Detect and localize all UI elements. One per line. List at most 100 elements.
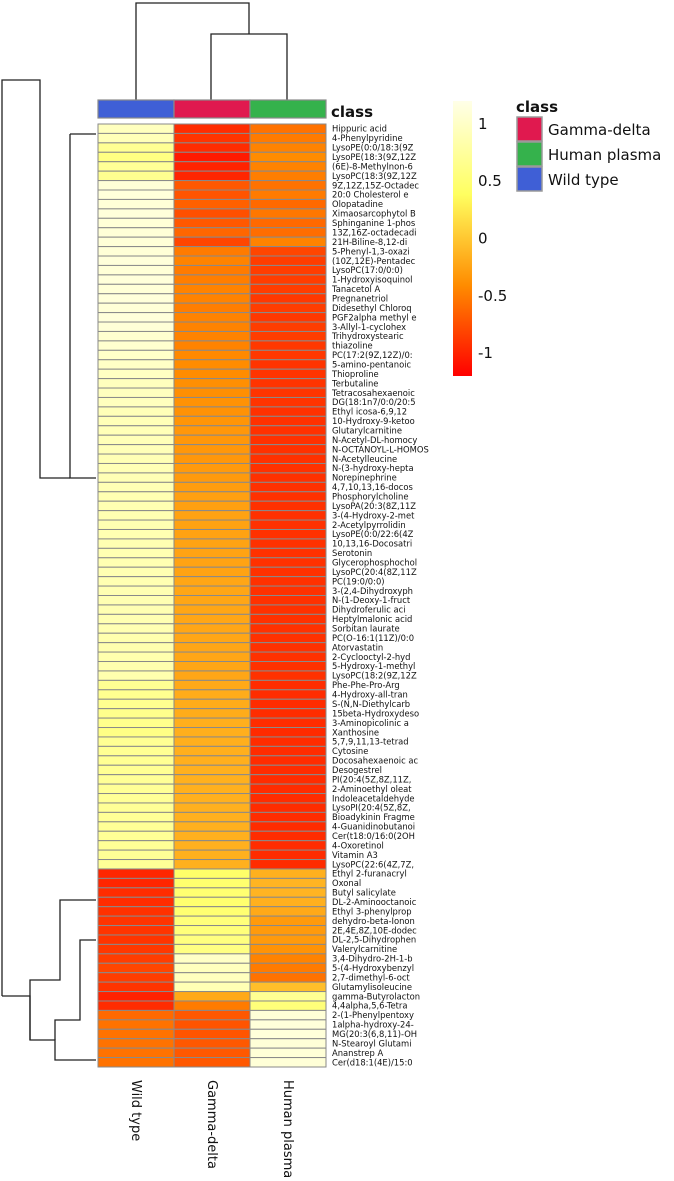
row-label: N-(3-hydroxy-hepta <box>332 463 414 473</box>
heatmap-cell <box>97 1000 175 1011</box>
row-label: 4,7,10,13,16-docos <box>332 482 413 492</box>
heatmap-cell <box>249 925 327 936</box>
heatmap-cell <box>249 1028 327 1040</box>
row-label: Tetracosahexaenoic <box>331 388 415 398</box>
heatmap-cell <box>97 849 175 861</box>
heatmap-cell <box>173 991 251 1002</box>
heatmap-cell <box>249 1009 327 1021</box>
row-label: LysoPA(20:3(8Z,11Z <box>332 501 416 511</box>
heatmap-cell <box>249 302 327 314</box>
heatmap-cell <box>97 755 175 766</box>
color-scale-bar <box>453 101 472 376</box>
heatmap-cell <box>249 981 327 993</box>
row-label: DG(18:1n7/0:0/20:5 <box>332 397 416 407</box>
heatmap-cell <box>173 132 251 144</box>
heatmap-cell <box>249 481 327 493</box>
heatmap-cell <box>97 708 175 719</box>
heatmap-cell <box>249 330 327 342</box>
row-label: Glycerophosphochol <box>332 558 417 568</box>
heatmap-cell <box>173 811 251 823</box>
row-label: 5-Hydroxy-1-methyl <box>332 661 415 671</box>
heatmap-cell <box>97 302 175 314</box>
heatmap-cell <box>249 1000 327 1011</box>
heatmap-cell <box>249 519 327 530</box>
heatmap-cell <box>173 387 251 398</box>
class-legend-label: Human plasma <box>548 146 661 164</box>
heatmap-cell <box>173 632 251 644</box>
row-label: Vitamin A3 <box>332 850 378 860</box>
heatmap-cell <box>173 236 251 248</box>
heatmap-cell <box>97 246 175 257</box>
heatmap-cell <box>173 462 251 474</box>
heatmap-cell <box>173 217 251 229</box>
heatmap-cell <box>173 312 251 323</box>
heatmap-cell <box>97 434 175 446</box>
heatmap-cell <box>249 378 327 389</box>
heatmap-cell <box>173 774 251 785</box>
heatmap-cell <box>97 953 175 964</box>
heatmap-cell <box>249 396 327 408</box>
annotation-cell-1 <box>173 99 251 119</box>
heatmap-cell <box>173 425 251 436</box>
heatmap-cell <box>249 293 327 304</box>
heatmap-cell <box>97 698 175 710</box>
heatmap-cell <box>97 189 175 200</box>
heatmap-cell <box>249 528 327 540</box>
color-scale-tick-label: 0.5 <box>478 172 502 190</box>
heatmap-cell <box>173 943 251 955</box>
heatmap-cell <box>173 321 251 332</box>
heatmap-cell <box>249 123 327 134</box>
row-label: 3,4-Dihydro-2H-1-b <box>332 954 413 964</box>
heatmap-cell <box>173 736 251 747</box>
row-label: 10,13,16-Docosatri <box>332 539 412 549</box>
row-label: 21H-Biline-8,12-di <box>332 237 407 247</box>
row-label: Pregnanetriol <box>332 293 388 303</box>
heatmap-cell <box>97 972 175 983</box>
heatmap-cell <box>249 500 327 512</box>
heatmap-cell <box>97 368 175 380</box>
heatmap-cell <box>249 283 327 295</box>
heatmap-cell <box>97 123 175 134</box>
row-label: 9Z,12Z,15Z-Octadec <box>332 180 419 190</box>
heatmap-cell <box>249 236 327 248</box>
class-legend-swatch <box>516 141 543 167</box>
heatmap-cell <box>173 330 251 342</box>
row-label: N-(1-Deoxy-1-fruct <box>332 595 411 605</box>
heatmap-cell <box>173 934 251 945</box>
row-label: Tanacetol A <box>331 284 380 294</box>
row-label: N-Stearoyl Glutami <box>332 1038 412 1048</box>
color-scale-tick-label: 1 <box>478 115 488 133</box>
heatmap-cell <box>173 1019 251 1030</box>
row-label: 1alpha-hydroxy-24- <box>332 1020 414 1030</box>
row-label: Sorbitan laurate <box>332 624 400 634</box>
heatmap-cell <box>173 255 251 266</box>
heatmap-cell <box>249 821 327 832</box>
heatmap-cell <box>97 161 175 172</box>
heatmap-cell <box>249 312 327 323</box>
heatmap-cell <box>97 547 175 559</box>
row-label: Ethyl 3-phenylprop <box>332 906 412 916</box>
heatmap-cell <box>249 406 327 417</box>
row-label: 2-Aminoethyl oleat <box>332 784 412 794</box>
heatmap-cell <box>97 396 175 408</box>
heatmap-cell <box>173 859 251 870</box>
heatmap-cell <box>97 642 175 653</box>
heatmap-cell <box>249 915 327 927</box>
heatmap-cell <box>97 1009 175 1021</box>
heatmap-cell <box>173 698 251 710</box>
heatmap-cell <box>249 472 327 483</box>
row-label: LysoPC(18:3(9Z,12Z <box>332 171 417 181</box>
class-legend-label: Gamma-delta <box>548 121 651 139</box>
heatmap-cell <box>173 170 251 182</box>
heatmap-cell <box>249 453 327 464</box>
heatmap-cell <box>97 915 175 927</box>
heatmap-cell <box>249 613 327 625</box>
heatmap-cell <box>249 217 327 229</box>
heatmap-cell <box>97 887 175 898</box>
heatmap-cell <box>249 689 327 700</box>
row-label: 5-Phenyl-1,3-oxazi <box>332 246 410 256</box>
heatmap-cell <box>249 1019 327 1030</box>
row-label: 2E,4E,8Z,10E-dodec <box>332 925 417 935</box>
row-label: Didesethyl Chloroq <box>332 303 412 313</box>
heatmap-cell <box>249 632 327 644</box>
